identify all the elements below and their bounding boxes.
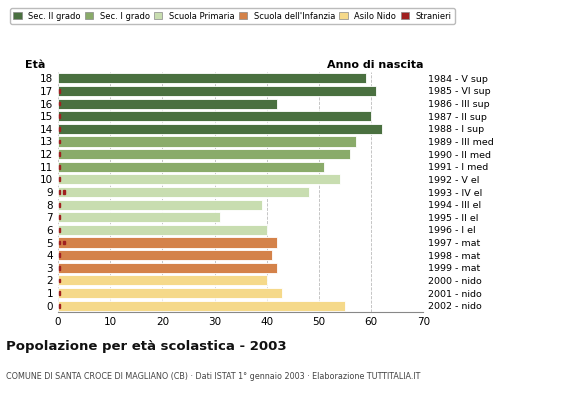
Bar <box>58 187 309 197</box>
Bar <box>58 98 277 109</box>
Bar <box>59 278 60 282</box>
Legend: Sec. II grado, Sec. I grado, Scuola Primaria, Scuola dell'Infanzia, Asilo Nido, : Sec. II grado, Sec. I grado, Scuola Prim… <box>10 8 455 24</box>
Bar <box>59 102 60 106</box>
Bar <box>58 238 277 248</box>
Text: Popolazione per età scolastica - 2003: Popolazione per età scolastica - 2003 <box>6 340 287 353</box>
Bar <box>58 174 340 184</box>
Bar <box>59 228 60 232</box>
Bar <box>58 212 220 222</box>
Bar <box>58 301 345 311</box>
Bar <box>58 225 267 235</box>
Bar <box>58 288 282 298</box>
Bar <box>59 203 60 206</box>
Text: Anno di nascita: Anno di nascita <box>327 60 423 70</box>
Bar <box>59 89 60 93</box>
Bar <box>59 266 60 270</box>
Bar <box>59 304 60 308</box>
Text: COMUNE DI SANTA CROCE DI MAGLIANO (CB) · Dati ISTAT 1° gennaio 2003 · Elaborazio: COMUNE DI SANTA CROCE DI MAGLIANO (CB) ·… <box>6 372 420 381</box>
Bar <box>58 111 371 121</box>
Bar <box>59 140 60 143</box>
Bar <box>59 114 60 118</box>
Bar <box>58 200 262 210</box>
Bar <box>59 165 60 169</box>
Bar <box>59 241 60 244</box>
Bar <box>59 253 60 257</box>
Bar <box>58 162 324 172</box>
Bar <box>63 190 64 194</box>
Bar <box>59 178 60 181</box>
Bar <box>58 149 350 159</box>
Bar <box>58 136 356 146</box>
Bar <box>58 86 376 96</box>
Bar <box>58 73 366 83</box>
Bar <box>59 190 60 194</box>
Bar <box>59 215 60 219</box>
Bar <box>58 250 272 260</box>
Bar <box>58 124 382 134</box>
Bar <box>59 127 60 131</box>
Text: Età: Età <box>25 60 45 70</box>
Bar <box>58 275 267 286</box>
Bar <box>58 263 277 273</box>
Bar <box>63 241 64 244</box>
Bar <box>59 152 60 156</box>
Bar <box>59 291 60 295</box>
